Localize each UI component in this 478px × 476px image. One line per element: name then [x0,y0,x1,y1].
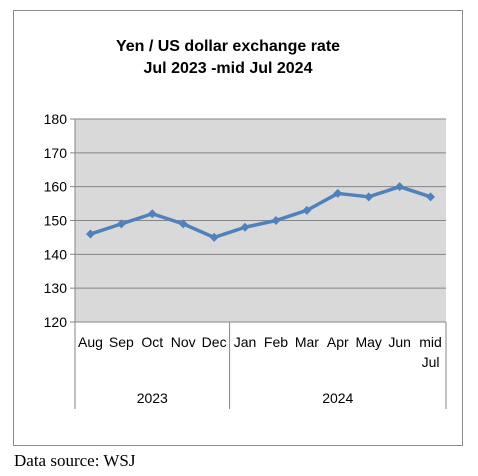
y-tick-label: 170 [44,145,68,161]
data-point [178,219,188,229]
chart-title-line: Yen / US dollar exchange rate [116,38,340,55]
x-tick-label: Sep [109,334,134,350]
x-tick-label: Dec [202,334,227,350]
x-tick-label: May [355,334,381,350]
y-tick-label: 130 [44,280,68,296]
x-tick-label: Oct [141,334,163,350]
data-point [302,205,312,215]
x-tick-label: Mar [295,334,319,350]
x-tick-label: Jan [234,334,257,350]
x-tick-label: Jul [422,354,440,370]
data-source-note: Data source: WSJ [14,451,136,470]
x-tick-label: mid [419,334,442,350]
data-point [85,229,95,239]
x-tick-label: Aug [78,334,103,350]
x-tick-label: Nov [171,334,196,350]
x-tick-label: Feb [264,334,288,350]
year-group-label: 2024 [322,390,353,406]
data-point [116,219,126,229]
data-point [333,188,343,198]
y-tick-label: 180 [44,111,68,127]
y-tick-label: 140 [44,246,68,262]
data-point [395,182,405,192]
y-tick-label: 150 [44,213,68,229]
y-tick-label: 160 [44,179,68,195]
data-point [240,222,250,232]
data-point [426,192,436,202]
y-tick-label: 120 [44,314,68,330]
chart-title-line: Jul 2023 -mid Jul 2024 [144,60,313,77]
data-point [209,232,219,242]
x-tick-label: Apr [327,334,349,350]
x-tick-label: Jun [388,334,411,350]
data-point [147,209,157,219]
year-group-label: 2023 [137,390,168,406]
series-line [89,184,432,240]
data-point [364,192,374,202]
data-point [271,216,281,225]
